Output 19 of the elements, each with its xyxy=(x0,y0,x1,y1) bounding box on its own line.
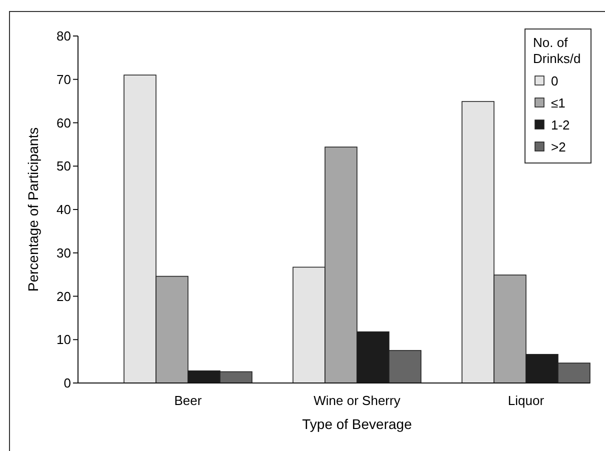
legend-title: No. of Drinks/d xyxy=(533,35,581,66)
legend-label: >2 xyxy=(551,140,566,155)
x-tick-label: Wine or Sherry xyxy=(314,393,401,408)
y-tick-label: 0 xyxy=(64,376,71,391)
x-tick-label: Beer xyxy=(174,393,202,408)
y-tick-label: 20 xyxy=(56,288,71,304)
legend-label: 1-2 xyxy=(551,118,570,133)
legend-label: ≤1 xyxy=(551,96,566,111)
y-tick-label: 80 xyxy=(56,28,71,44)
y-tick-label: 10 xyxy=(56,332,71,348)
legend-label: 0 xyxy=(551,74,558,89)
y-tick-label: 60 xyxy=(56,115,71,130)
y-tick-label: 30 xyxy=(56,245,71,260)
y-tick-label: 50 xyxy=(56,158,71,174)
y-axis-title: Percentage of Participants xyxy=(25,127,41,292)
x-tick-label: Liquor xyxy=(508,393,545,408)
y-tick-label: 70 xyxy=(56,72,71,87)
x-axis-title: Type of Beverage xyxy=(302,416,412,432)
y-tick-label: 40 xyxy=(56,202,71,218)
